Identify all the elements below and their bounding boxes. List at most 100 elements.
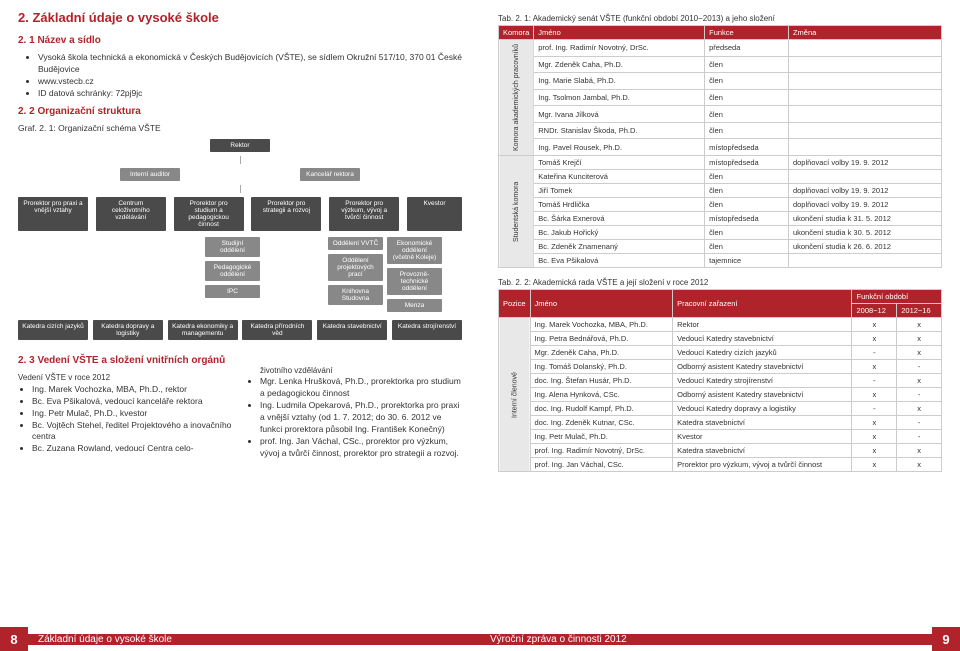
subsection-1: 2. 1 Název a sídlo	[18, 35, 462, 46]
cell: člen	[705, 106, 789, 123]
cell: prof. Ing. Jan Váchal, CSc.	[530, 458, 673, 472]
cell: člen	[705, 198, 789, 212]
cell: Vedoucí Katedry stavebnictví	[673, 332, 852, 346]
page-number-right: 9	[932, 627, 960, 651]
footer-title-left: Základní údaje o vysoké škole	[28, 634, 480, 645]
cell: doc. Ing. Zdeněk Kutnar, CSc.	[530, 416, 673, 430]
org-node: Kvestor	[407, 197, 462, 231]
table-row: doc. Ing. Zdeněk Kutnar, CSc.Katedra sta…	[499, 416, 942, 430]
cell: x	[897, 444, 942, 458]
cell: Mgr. Ivana Jílková	[534, 106, 705, 123]
page-number-left: 8	[0, 627, 28, 651]
cell: x	[897, 332, 942, 346]
table-row: Bc. Zdeněk Znamenanýčlenukončení studia …	[499, 240, 942, 254]
th: Funkce	[705, 26, 789, 40]
cell: x	[897, 374, 942, 388]
cell: -	[897, 360, 942, 374]
org-node: Menza	[387, 299, 442, 312]
cell: Bc. Eva Pšikalová	[534, 254, 705, 268]
table-row: Bc. Eva Pšikalovátajemnice	[499, 254, 942, 268]
cell: Ing. Petra Bednářová, Ph.D.	[530, 332, 673, 346]
cell: x	[852, 416, 897, 430]
org-node: Oddělení projektových prací	[328, 254, 383, 281]
table1-caption: Tab. 2. 1: Akademický senát VŠTE (funkčn…	[498, 14, 942, 23]
col2-continuation: životního vzdělávání	[260, 366, 462, 377]
list-item: Ing. Petr Mulač, Ph.D., kvestor	[32, 408, 234, 420]
cell: x	[897, 346, 942, 360]
col2-list: Mgr. Lenka Hrušková, Ph.D., prorektorka …	[260, 376, 462, 459]
org-node: Katedra dopravy a logistiky	[93, 320, 163, 340]
cell: x	[897, 402, 942, 416]
table-row: Bc. Jakub Hořickýčlenukončení studia k 3…	[499, 226, 942, 240]
cell: Mgr. Zdeněk Caha, Ph.D.	[534, 56, 705, 73]
list-item: Ing. Marek Vochozka, MBA, Ph.D., rektor	[32, 384, 234, 396]
cell	[788, 139, 941, 156]
table-row: Komora akademických pracovníkůprof. Ing.…	[499, 40, 942, 57]
cell: Kvestor	[673, 430, 852, 444]
cell: -	[852, 346, 897, 360]
table-senate: Komora Jméno Funkce Změna Komora akademi…	[498, 25, 942, 268]
cell: Katedra stavebnictví	[673, 444, 852, 458]
table-row: Tomáš Hrdličkačlendoplňovací volby 19. 9…	[499, 198, 942, 212]
cell: x	[852, 318, 897, 332]
org-node: Katedra ekonomiky a managementu	[168, 320, 238, 340]
th: Funkční období	[852, 290, 942, 304]
table-row: RNDr. Stanislav Škoda, Ph.D.člen	[499, 122, 942, 139]
cell: Mgr. Zdeněk Caha, Ph.D.	[530, 346, 673, 360]
cell	[788, 40, 941, 57]
cell	[788, 122, 941, 139]
cell: člen	[705, 89, 789, 106]
cell: člen	[705, 184, 789, 198]
org-chart: Rektor Interní auditor Kancelář rektora …	[18, 139, 462, 340]
cell: Kateřina Kunciterová	[534, 170, 705, 184]
table-row: prof. Ing. Radimír Novotný, DrSc.Katedra…	[499, 444, 942, 458]
org-node: Katedra přírodních věd	[242, 320, 312, 340]
list-item: Bc. Vojtěch Stehel, ředitel Projektového…	[32, 420, 234, 444]
cell: x	[897, 458, 942, 472]
table-row: Ing. Alena Hynková, CSc.Odborný asistent…	[499, 388, 942, 402]
footer-title-right: Výroční zpráva o činnosti 2012	[480, 634, 932, 645]
cell: Bc. Jakub Hořický	[534, 226, 705, 240]
cell: x	[852, 430, 897, 444]
table-row: Jiří Tomekčlendoplňovací volby 19. 9. 20…	[499, 184, 942, 198]
cell: předseda	[705, 40, 789, 57]
cell: -	[897, 430, 942, 444]
cell: Ing. Pavel Rousek, Ph.D.	[534, 139, 705, 156]
address-list: Vysoká škola technická a ekonomická v Če…	[38, 52, 462, 100]
cell: prof. Ing. Radimír Novotný, DrSc.	[530, 444, 673, 458]
table-row: Studentská komoraTomáš Krejčímístopředse…	[499, 156, 942, 170]
org-node: Kancelář rektora	[300, 168, 360, 181]
cell: x	[852, 458, 897, 472]
org-node: Studijní oddělení	[205, 237, 260, 257]
th: Jméno	[534, 26, 705, 40]
cell: Ing. Petr Mulač, Ph.D.	[530, 430, 673, 444]
table-row: doc. Ing. Štefan Husár, Ph.D.Vedoucí Kat…	[499, 374, 942, 388]
list-item: Ing. Ludmila Opekarová, Ph.D., prorektor…	[260, 400, 462, 436]
list-item: prof. Ing. Jan Váchal, CSc., prorektor p…	[260, 436, 462, 460]
cell: x	[852, 332, 897, 346]
group-cell: Komora akademických pracovníků	[499, 40, 534, 156]
cell: Odborný asistent Katedry stavebnictví	[673, 388, 852, 402]
cell: člen	[705, 240, 789, 254]
th: Komora	[499, 26, 534, 40]
cell: Vedoucí Katedry cizích jazyků	[673, 346, 852, 360]
cell: Ing. Tomáš Dolanský, Ph.D.	[530, 360, 673, 374]
org-node: Prorektor pro praxi a vnější vztahy	[18, 197, 88, 231]
org-node: Provozně-technické oddělení	[387, 268, 442, 295]
cell: Tomáš Krejčí	[534, 156, 705, 170]
table2-caption: Tab. 2. 2: Akademická rada VŠTE a její s…	[498, 278, 942, 287]
subsection-3: 2. 3 Vedení VŠTE a složení vnitřních org…	[18, 354, 234, 368]
org-node: Katedra strojírenství	[392, 320, 462, 340]
table-rada: Pozice Jméno Pracovní zařazení Funkční o…	[498, 289, 942, 472]
cell: místopředseda	[705, 139, 789, 156]
org-node: Prorektor pro strategii a rozvoj	[251, 197, 321, 231]
group-cell: Studentská komora	[499, 156, 534, 268]
cell	[788, 106, 941, 123]
cell: -	[852, 402, 897, 416]
cell: doplňovací volby 19. 9. 2012	[788, 198, 941, 212]
cell: člen	[705, 226, 789, 240]
table-row: Interní členovéIng. Marek Vochozka, MBA,…	[499, 318, 942, 332]
cell: tajemnice	[705, 254, 789, 268]
group-cell: Interní členové	[499, 318, 531, 472]
cell: doc. Ing. Štefan Husár, Ph.D.	[530, 374, 673, 388]
